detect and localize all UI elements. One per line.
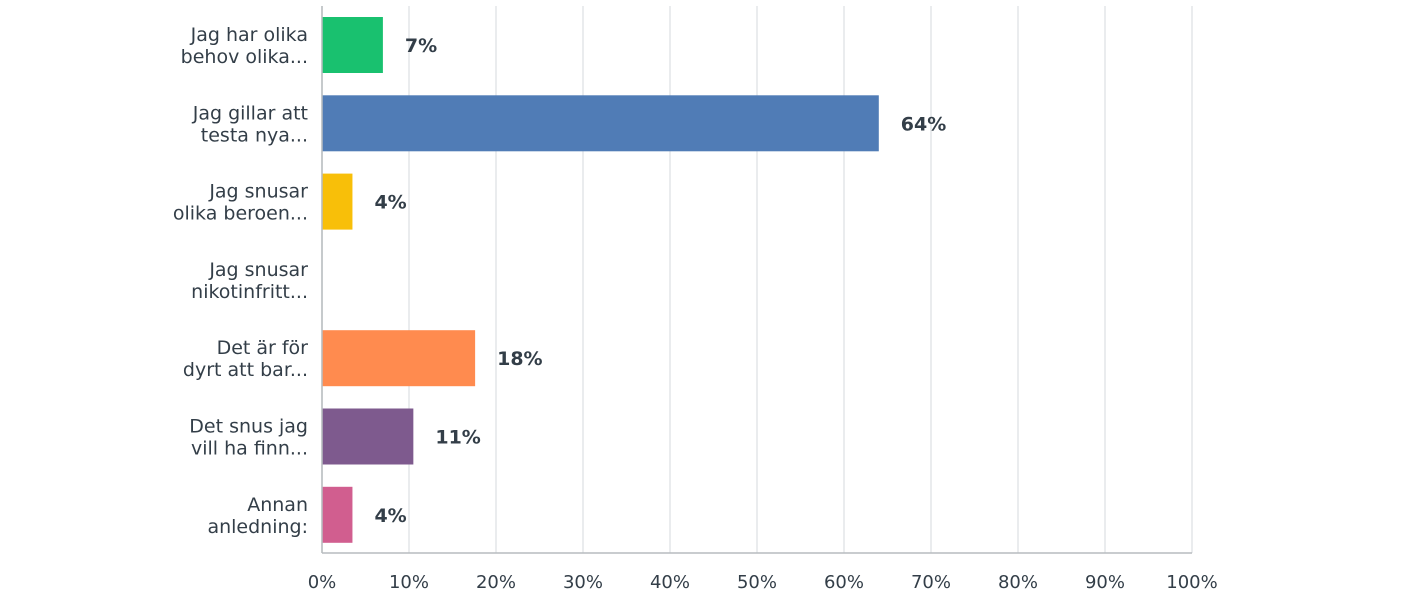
category-label-line: testa nya... xyxy=(201,124,308,146)
category-label-line: Jag har olika xyxy=(190,24,308,46)
value-label: 11% xyxy=(435,427,480,449)
category-label: Det snus jag vill ha finn... xyxy=(189,416,308,460)
value-label: 4% xyxy=(374,192,406,214)
x-tick-label: 10% xyxy=(389,572,429,593)
value-label: 18% xyxy=(497,348,542,370)
bar xyxy=(322,95,879,152)
category-label-line: Jag snusar xyxy=(208,259,308,281)
bars xyxy=(322,17,879,543)
x-tick-label: 30% xyxy=(563,572,603,593)
bar xyxy=(322,408,414,465)
value-label: 7% xyxy=(405,35,437,57)
value-label: 4% xyxy=(374,505,406,527)
x-tick-label: 50% xyxy=(737,572,777,593)
x-tick-label: 20% xyxy=(476,572,516,593)
bar xyxy=(322,486,353,543)
category-label-line: olika beroen... xyxy=(173,203,308,225)
category-label-line: Jag gillar att xyxy=(192,102,308,124)
category-label-line: anledning: xyxy=(207,516,308,538)
category-label: Annan anledning: xyxy=(207,494,308,538)
value-labels: 7% 64% 4% 18% 11% 4% xyxy=(374,35,946,527)
bar xyxy=(322,173,353,230)
category-label: Jag snusar nikotinfritt... xyxy=(191,259,308,303)
bar xyxy=(322,330,476,387)
x-tick-label: 100% xyxy=(1166,572,1217,593)
x-tick-label: 80% xyxy=(998,572,1038,593)
x-tick-label: 0% xyxy=(308,572,337,593)
gridlines xyxy=(321,6,1193,553)
x-tick-label: 40% xyxy=(650,572,690,593)
category-label: Det är för dyrt att bar... xyxy=(183,337,308,381)
category-label-line: vill ha finn... xyxy=(191,438,308,460)
bar xyxy=(322,17,383,73)
x-tick-label: 60% xyxy=(824,572,864,593)
category-label-line: nikotinfritt... xyxy=(191,281,308,303)
value-label: 64% xyxy=(901,113,946,135)
category-label-line: Jag snusar xyxy=(208,181,308,203)
category-label: Jag gillar att testa nya... xyxy=(192,102,308,146)
category-label-line: behov olika... xyxy=(181,46,308,68)
category-label-line: Annan xyxy=(247,494,308,516)
category-label-line: dyrt att bar... xyxy=(183,359,308,381)
x-tick-label: 90% xyxy=(1085,572,1125,593)
x-tick-label: 70% xyxy=(911,572,951,593)
x-axis-ticks: 0% 10% 20% 30% 40% 50% 60% 70% 80% 90% 100% xyxy=(308,572,1218,593)
category-label: Jag har olika behov olika... xyxy=(181,24,308,68)
category-label-line: Det är för xyxy=(217,337,309,359)
category-label: Jag snusar olika beroen... xyxy=(173,181,308,225)
category-label-line: Det snus jag xyxy=(189,416,308,438)
category-labels: Jag har olika behov olika... Jag gillar at… xyxy=(173,24,308,538)
